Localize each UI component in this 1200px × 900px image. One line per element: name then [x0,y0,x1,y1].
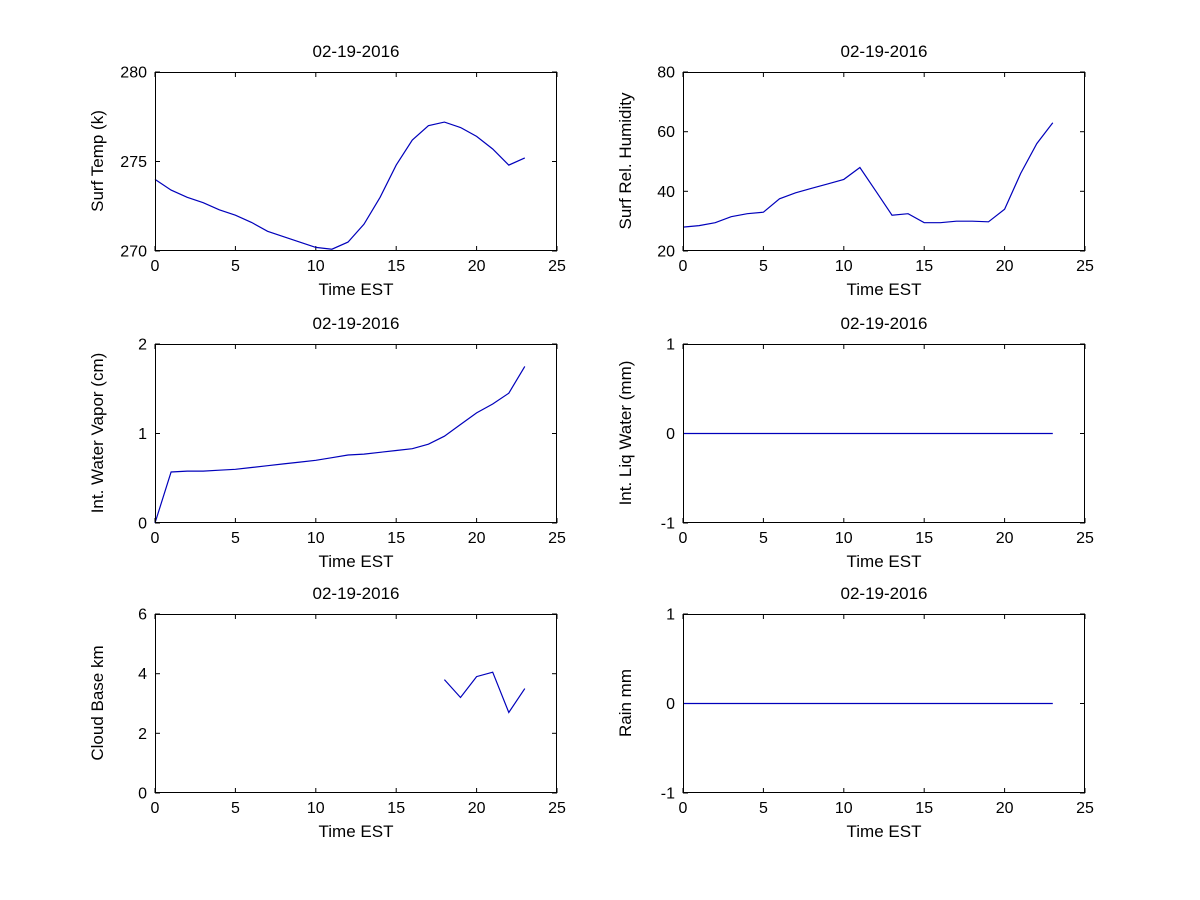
plot-area: 0 5 10 15 20 25-101 [661,607,1094,818]
svg-text:5: 5 [231,800,240,817]
chart-title: 02-19-2016 [840,42,928,61]
plot-area: 0 5 10 15 20 25-101 [661,337,1094,548]
svg-text:20: 20 [996,530,1014,547]
svg-text:0: 0 [138,786,147,803]
svg-text:10: 10 [307,258,325,275]
subplot-liq-water: 02-19-2016 Int. Liq Water (mm) 0 5 10 15 20 2… [588,312,1108,584]
svg-text:1: 1 [666,607,675,624]
svg-text:0: 0 [666,696,675,713]
svg-text:6: 6 [138,607,147,624]
svg-text:20: 20 [996,800,1014,817]
x-axis-label: Time EST [318,552,394,571]
svg-text:20: 20 [468,800,486,817]
chart-title: 02-19-2016 [312,42,400,61]
svg-text:15: 15 [387,258,405,275]
svg-text:-1: -1 [661,516,675,533]
svg-text:10: 10 [835,530,853,547]
chart-title: 02-19-2016 [840,584,928,603]
plot-area: 0 5 10 15 20 25 0 2 4 6 [138,607,566,818]
svg-text:15: 15 [915,258,933,275]
svg-text:10: 10 [835,800,853,817]
plot-area: 0 5 10 15 20 25 270 275 280 [120,65,566,276]
x-axis-label: Time EST [846,280,922,299]
svg-text:15: 15 [387,530,405,547]
svg-text:1: 1 [138,426,147,443]
svg-text:25: 25 [548,800,566,817]
subplot-cloud-base: 02-19-2016 Cloud Base km 0 5 10 15 20 25 0 2 4 6 … [60,582,580,854]
svg-text:25: 25 [548,258,566,275]
svg-text:40: 40 [657,184,675,201]
x-axis-label: Time EST [318,822,394,841]
svg-text:60: 60 [657,124,675,141]
svg-text:0: 0 [138,516,147,533]
svg-text:5: 5 [759,258,768,275]
svg-text:10: 10 [307,800,325,817]
svg-text:25: 25 [1076,258,1094,275]
svg-text:25: 25 [1076,530,1094,547]
svg-text:4: 4 [138,666,147,683]
svg-text:0: 0 [679,258,688,275]
chart-title: 02-19-2016 [312,584,400,603]
svg-text:20: 20 [996,258,1014,275]
svg-text:0: 0 [151,530,160,547]
svg-text:20: 20 [468,258,486,275]
svg-text:20: 20 [657,244,675,261]
svg-text:15: 15 [387,800,405,817]
svg-text:280: 280 [120,65,147,82]
svg-text:25: 25 [1076,800,1094,817]
svg-text:0: 0 [666,426,675,443]
svg-text:0: 0 [151,258,160,275]
x-axis-label: Time EST [318,280,394,299]
svg-text:-1: -1 [661,786,675,803]
chart-title: 02-19-2016 [312,314,400,333]
svg-text:15: 15 [915,800,933,817]
subplot-rel-humidity: 02-19-2016 Surf Rel. Humidity 0 5 10 15 20 25… [588,40,1108,312]
svg-text:2: 2 [138,337,147,354]
svg-text:25: 25 [548,530,566,547]
svg-text:0: 0 [679,800,688,817]
plot-area: 0 5 10 15 20 25 0 1 2 [138,337,566,548]
chart-title: 02-19-2016 [840,314,928,333]
subplot-rain: 02-19-2016 Rain mm 0 5 10 15 20 25 -1 0 1 Time E… [588,582,1108,854]
svg-text:5: 5 [759,800,768,817]
svg-text:2: 2 [138,726,147,743]
svg-text:80: 80 [657,65,675,82]
plot-area: 0 5 10 15 20 25 20 40 60 80 [657,65,1094,276]
svg-text:10: 10 [307,530,325,547]
svg-text:275: 275 [120,154,147,171]
svg-text:5: 5 [231,258,240,275]
svg-text:270: 270 [120,244,147,261]
svg-text:20: 20 [468,530,486,547]
subplot-surf-temp: 02-19-2016 Surf Temp (k) 0 5 10 15 20 25 270 27… [60,40,580,312]
svg-text:1: 1 [666,337,675,354]
svg-text:15: 15 [915,530,933,547]
x-axis-label: Time EST [846,822,922,841]
svg-text:0: 0 [679,530,688,547]
svg-text:5: 5 [231,530,240,547]
svg-text:10: 10 [835,258,853,275]
x-axis-label: Time EST [846,552,922,571]
svg-text:5: 5 [759,530,768,547]
subplot-water-vapor: 02-19-2016 Int. Water Vapor (cm) 0 5 10 15 2… [60,312,580,584]
svg-text:0: 0 [151,800,160,817]
